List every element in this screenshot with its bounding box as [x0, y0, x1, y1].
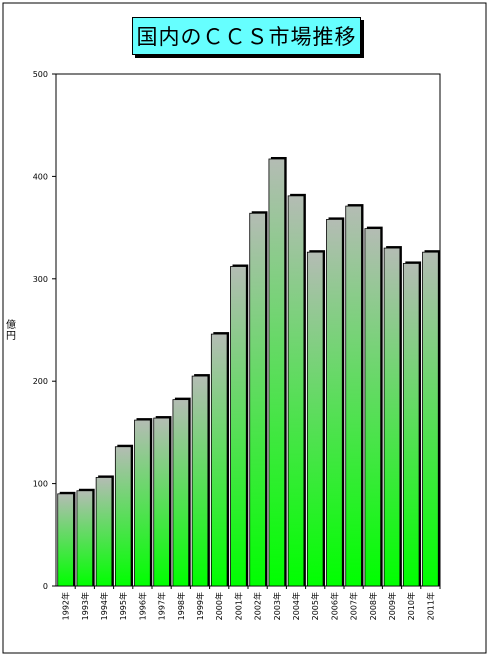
x-tick-label: 2005年: [310, 592, 320, 620]
x-tick-label: 1999年: [195, 592, 205, 620]
bar: [287, 195, 305, 587]
x-tick-label: 2009年: [387, 592, 397, 620]
x-tick-label: 2008年: [368, 592, 378, 620]
x-tick-label: 2006年: [329, 592, 339, 620]
x-tick-label: 2010年: [406, 592, 416, 620]
bar: [249, 212, 266, 587]
bar: [114, 446, 132, 587]
bar: [268, 158, 286, 587]
bar: [364, 228, 382, 587]
x-tick-label: 1995年: [118, 592, 128, 620]
x-tick-label: 2001年: [233, 592, 243, 620]
bar: [76, 490, 94, 587]
chart-title: 国内のＣＣＳ市場推移: [132, 17, 361, 55]
bar: [95, 477, 113, 587]
x-tick-label: 1994年: [99, 592, 109, 620]
y-tick-label: 500: [33, 70, 48, 79]
bar: [422, 251, 439, 587]
x-tick-label: 2000年: [214, 592, 224, 620]
bar: [230, 266, 247, 587]
bar: [326, 219, 343, 587]
x-tick-label: 1993年: [80, 592, 90, 620]
bar: [402, 263, 420, 587]
x-tick-label: 2002年: [253, 592, 263, 620]
y-axis-label: 億円: [6, 320, 16, 342]
x-tick-label: 1992年: [61, 592, 71, 620]
bar: [172, 399, 190, 587]
bar: [134, 419, 151, 587]
bar: [345, 205, 362, 587]
x-tick-label: 2011年: [425, 592, 435, 620]
x-tick-label: 2003年: [272, 592, 282, 620]
bar: [210, 333, 228, 587]
x-tick-label: 1996年: [137, 592, 147, 620]
bar: [306, 251, 324, 587]
bar: [383, 247, 401, 587]
y-tick-label: 300: [33, 275, 48, 284]
x-tick-label: 2007年: [349, 592, 359, 620]
bar: [191, 375, 209, 587]
y-tick-label: 100: [33, 480, 48, 489]
bar: [57, 493, 74, 587]
y-tick-label: 400: [33, 172, 48, 181]
x-tick-label: 1997年: [157, 592, 167, 620]
x-tick-label: 1998年: [176, 592, 186, 620]
y-tick-label: 200: [33, 377, 48, 386]
x-tick-label: 2004年: [291, 592, 301, 620]
bar: [153, 417, 170, 587]
y-tick-label: 0: [43, 582, 48, 591]
